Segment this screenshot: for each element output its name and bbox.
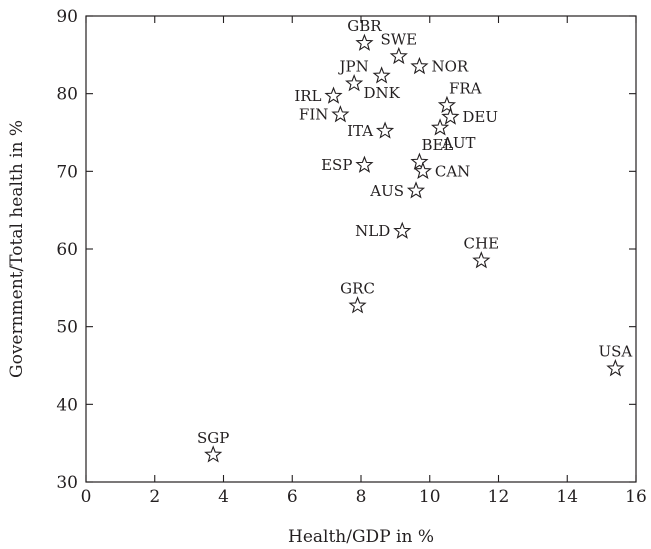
point-label-nld: NLD — [355, 222, 390, 240]
point-grc — [348, 296, 367, 314]
plot-axes — [85, 15, 637, 483]
point-deu — [441, 107, 460, 125]
point-che — [472, 251, 491, 269]
x-tick-label: 0 — [81, 487, 92, 507]
y-tick-label: 90 — [56, 7, 78, 27]
y-tick-label: 80 — [56, 85, 78, 105]
point-label-swe: SWE — [380, 30, 417, 48]
point-label-dnk: DNK — [363, 84, 400, 102]
y-tick-label: 30 — [56, 473, 78, 493]
point-label-aus: AUS — [369, 182, 404, 200]
y-tick-label: 40 — [56, 395, 78, 415]
x-tick-label: 12 — [488, 487, 510, 507]
point-label-ita: ITA — [347, 122, 373, 140]
x-tick-label: 14 — [556, 487, 578, 507]
point-label-nor: NOR — [431, 57, 468, 75]
x-tick-label: 4 — [218, 487, 229, 507]
plot-frame — [85, 15, 637, 483]
point-ita — [375, 121, 395, 139]
point-label-che: CHE — [464, 235, 500, 253]
point-label-bel: BEL — [421, 136, 453, 154]
y-tick-label: 70 — [56, 162, 78, 182]
point-esp — [355, 155, 374, 173]
point-usa — [606, 359, 625, 377]
point-label-irl: IRL — [294, 87, 321, 105]
x-tick-label: 8 — [356, 487, 367, 507]
point-label-deu: DEU — [462, 108, 498, 126]
point-can — [413, 161, 432, 180]
point-label-jpn: JPN — [338, 58, 369, 76]
x-tick-label: 10 — [419, 487, 441, 507]
x-tick-label: 2 — [149, 487, 160, 507]
point-swe — [389, 46, 408, 65]
point-jpn — [345, 74, 364, 92]
x-tick-label: 6 — [287, 487, 298, 507]
point-irl — [324, 86, 343, 104]
point-aut — [430, 118, 450, 136]
point-label-usa: USA — [599, 343, 633, 361]
x-tick-label: 16 — [625, 487, 647, 507]
point-fra — [437, 95, 457, 114]
point-gbr — [355, 33, 374, 51]
point-nld — [393, 221, 412, 239]
point-label-gbr: GBR — [347, 17, 382, 35]
y-axis-label: Government/Total health in % — [7, 120, 27, 378]
axis-ticks: 0 2 4 6 8 10 12 14 16 30 40 50 60 70 80 90 — [56, 7, 646, 507]
data-points — [204, 33, 625, 463]
point-fin — [331, 105, 350, 123]
point-label-fin: FIN — [299, 106, 328, 124]
point-dnk — [372, 66, 391, 84]
x-axis-label: Health/GDP in % — [288, 527, 434, 547]
point-nor — [410, 56, 429, 75]
y-tick-label: 50 — [56, 318, 78, 338]
point-label-aut: AUT — [441, 134, 475, 152]
point-label-can: CAN — [435, 162, 470, 180]
point-label-grc: GRC — [340, 280, 375, 298]
point-label-esp: ESP — [321, 156, 352, 174]
point-aus — [406, 181, 426, 199]
point-bel — [410, 152, 429, 170]
y-tick-label: 60 — [56, 240, 78, 260]
point-sgp — [204, 445, 223, 463]
point-label-sgp: SGP — [197, 429, 229, 447]
point-label-fra: FRA — [449, 79, 482, 97]
